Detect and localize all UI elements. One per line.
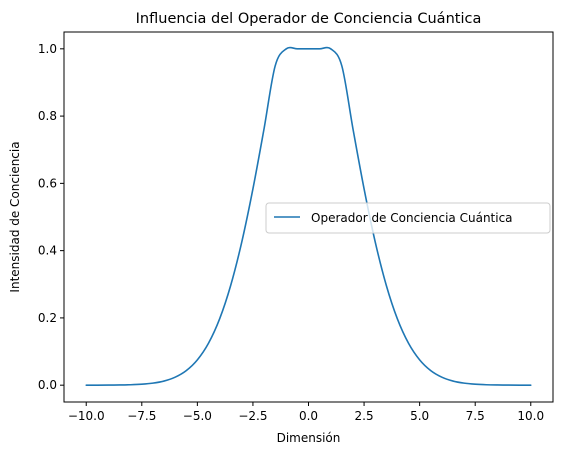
plot-area: −10.0 −7.5 −5.0 −2.5 0.0 2.5 5.0 7.5 10.0 0.0 0.2… [38,31,554,423]
y-tick-label: 0.2 [38,311,57,325]
x-axis-label: Dimensión [277,431,341,445]
y-tick-label: 0.8 [38,109,57,123]
y-axis: 0.0 0.2 0.4 0.6 0.8 1.0 [38,42,64,392]
series-line [85,46,532,386]
legend: Operador de Conciencia Cuántica [265,202,551,234]
x-tick-label: 10.0 [517,409,544,423]
y-tick-label: 0.0 [38,378,57,392]
x-axis: −10.0 −7.5 −5.0 −2.5 0.0 2.5 5.0 7.5 10.0 [68,402,544,423]
x-tick-label: −7.5 [127,409,156,423]
chart-title: Influencia del Operador de Conciencia Cu… [136,11,482,27]
x-tick-label: 7.5 [466,409,485,423]
legend-entry-label: Operador de Conciencia Cuántica [311,211,513,225]
y-tick-label: 0.6 [38,176,57,190]
x-tick-label: −5.0 [183,409,212,423]
y-tick-label: 0.4 [38,244,57,258]
y-axis-label: Intensidad de Conciencia [8,141,22,292]
y-tick-label: 1.0 [38,42,57,56]
x-tick-label: −10.0 [68,409,105,423]
x-tick-label: −2.5 [238,409,267,423]
x-tick-label: 2.5 [355,409,374,423]
legend-box [265,202,551,234]
x-tick-label: 0.0 [299,409,318,423]
x-tick-label: 5.0 [410,409,429,423]
